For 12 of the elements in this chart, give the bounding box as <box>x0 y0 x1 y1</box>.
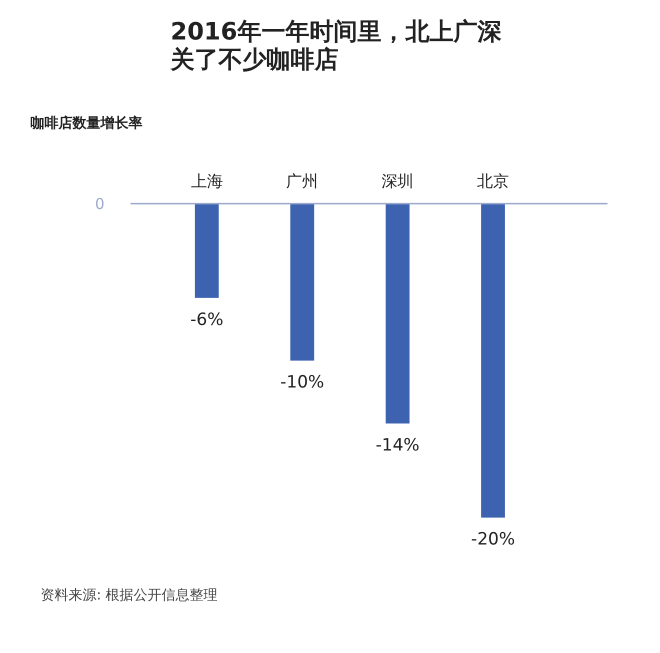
x-tick-label: 上海 <box>190 172 223 190</box>
x-tick-label: 北京 <box>477 172 510 190</box>
text: 0 <box>94 195 105 214</box>
data-label: -14% <box>376 435 420 456</box>
data-label: -20% <box>471 530 515 550</box>
data-label: -10% <box>280 372 324 393</box>
y-axis-title: 咖啡店数量增长率 <box>30 114 142 132</box>
data-label: -6% <box>190 310 224 330</box>
text: 资料来源: 根据公开信息整理 <box>40 588 218 604</box>
chart-title: 2016年一年时间里，北上广深关了不少咖啡店 <box>170 18 502 74</box>
x-tick-label: 广州 <box>286 172 318 190</box>
x-tick-label: 深圳 <box>382 172 414 190</box>
